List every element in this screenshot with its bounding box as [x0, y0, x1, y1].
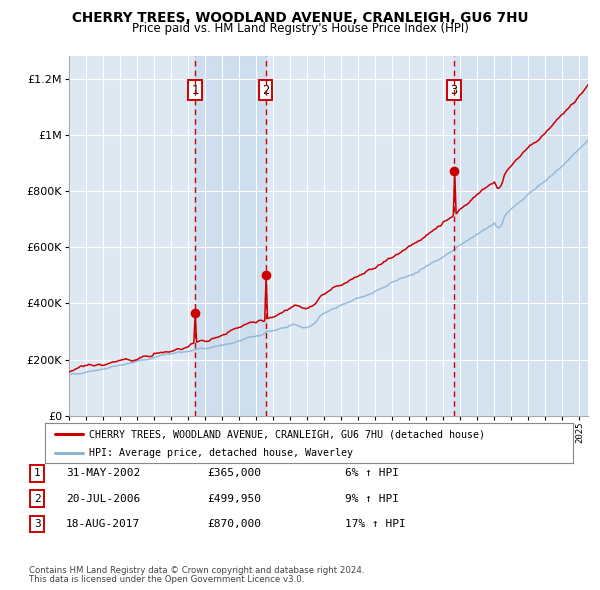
Text: CHERRY TREES, WOODLAND AVENUE, CRANLEIGH, GU6 7HU: CHERRY TREES, WOODLAND AVENUE, CRANLEIGH…	[72, 11, 528, 25]
Text: 9% ↑ HPI: 9% ↑ HPI	[345, 494, 399, 503]
Text: 18-AUG-2017: 18-AUG-2017	[66, 519, 140, 529]
Bar	[195, 56, 266, 416]
Text: 1: 1	[34, 468, 41, 478]
Text: 2: 2	[34, 494, 41, 503]
Text: £870,000: £870,000	[207, 519, 261, 529]
Text: CHERRY TREES, WOODLAND AVENUE, CRANLEIGH, GU6 7HU (detached house): CHERRY TREES, WOODLAND AVENUE, CRANLEIGH…	[89, 430, 485, 440]
Text: 3: 3	[451, 84, 458, 97]
Text: Price paid vs. HM Land Registry's House Price Index (HPI): Price paid vs. HM Land Registry's House …	[131, 22, 469, 35]
Text: 2: 2	[262, 84, 269, 97]
Bar	[454, 56, 588, 416]
Text: 31-MAY-2002: 31-MAY-2002	[66, 468, 140, 478]
Text: 17% ↑ HPI: 17% ↑ HPI	[345, 519, 406, 529]
Text: 3: 3	[34, 519, 41, 529]
Text: 1: 1	[191, 84, 199, 97]
Text: 20-JUL-2006: 20-JUL-2006	[66, 494, 140, 503]
Text: Contains HM Land Registry data © Crown copyright and database right 2024.: Contains HM Land Registry data © Crown c…	[29, 566, 364, 575]
Text: This data is licensed under the Open Government Licence v3.0.: This data is licensed under the Open Gov…	[29, 575, 304, 584]
Text: 6% ↑ HPI: 6% ↑ HPI	[345, 468, 399, 478]
Text: £365,000: £365,000	[207, 468, 261, 478]
Text: £499,950: £499,950	[207, 494, 261, 503]
Text: HPI: Average price, detached house, Waverley: HPI: Average price, detached house, Wave…	[89, 448, 353, 458]
